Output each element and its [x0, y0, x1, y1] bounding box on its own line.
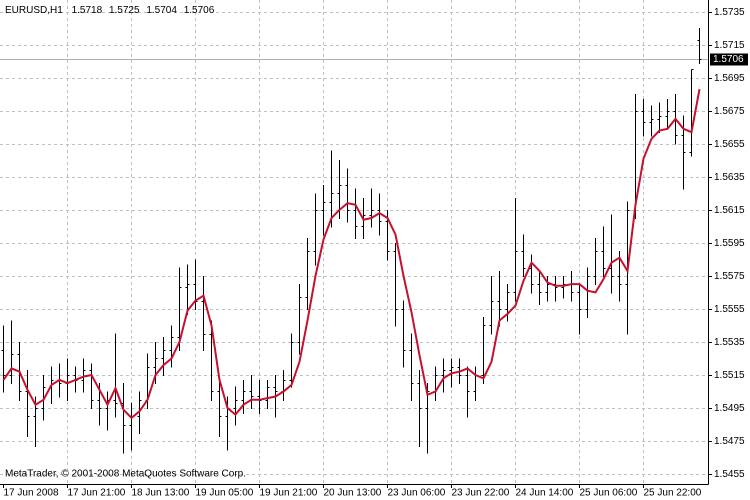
- y-tick-label: 1.5695: [714, 73, 745, 84]
- moving-average: [2, 89, 701, 420]
- current-price-box: [710, 53, 748, 66]
- y-tick-label: 1.5515: [714, 370, 745, 381]
- high-value: 1.5725: [109, 5, 140, 16]
- y-tick-label: 1.5595: [714, 238, 745, 249]
- open-value: 1.5718: [72, 5, 103, 16]
- symbol: EURUSD,H1: [5, 5, 63, 16]
- x-tick-label: 17 Jun 2008: [4, 488, 59, 499]
- y-tick-label: 1.5735: [714, 7, 745, 18]
- y-tick-label: 1.5495: [714, 403, 745, 414]
- y-tick-label: 1.5575: [714, 271, 745, 282]
- x-tick-label: 25 Jun 06:00: [580, 488, 638, 499]
- x-tick-label: 23 Jun 06:00: [388, 488, 446, 499]
- y-tick-label: 1.5535: [714, 337, 745, 348]
- current-price-label: 1.5706: [713, 54, 744, 65]
- y-tick-label: 1.5615: [714, 205, 745, 216]
- x-tick-label: 18 Jun 13:00: [132, 488, 190, 499]
- x-tick-label: 24 Jun 14:00: [516, 488, 574, 499]
- x-tick-label: 17 Jun 21:00: [68, 488, 126, 499]
- close-value: 1.5706: [184, 5, 215, 16]
- x-tick-label: 19 Jun 21:00: [260, 488, 318, 499]
- x-tick-label: 19 Jun 05:00: [196, 488, 254, 499]
- low-value: 1.5704: [146, 5, 177, 16]
- y-tick-label: 1.5475: [714, 436, 745, 447]
- y-tick-label: 1.5655: [714, 139, 745, 150]
- footer: MetaTrader, © 2001-2008 MetaQuotes Softw…: [5, 469, 246, 480]
- x-tick-label: 23 Jun 22:00: [452, 488, 510, 499]
- y-tick-label: 1.5635: [714, 172, 745, 183]
- x-tick-label: 20 Jun 13:00: [324, 488, 382, 499]
- x-tick-label: 25 Jun 22:00: [644, 488, 702, 499]
- y-tick-label: 1.5715: [714, 40, 745, 51]
- header: EURUSD,H1 1.5718 1.5725 1.5704 1.5706: [5, 5, 215, 16]
- y-tick-label: 1.5675: [714, 106, 745, 117]
- y-tick-label: 1.5455: [714, 469, 745, 480]
- y-tick-label: 1.5555: [714, 304, 745, 315]
